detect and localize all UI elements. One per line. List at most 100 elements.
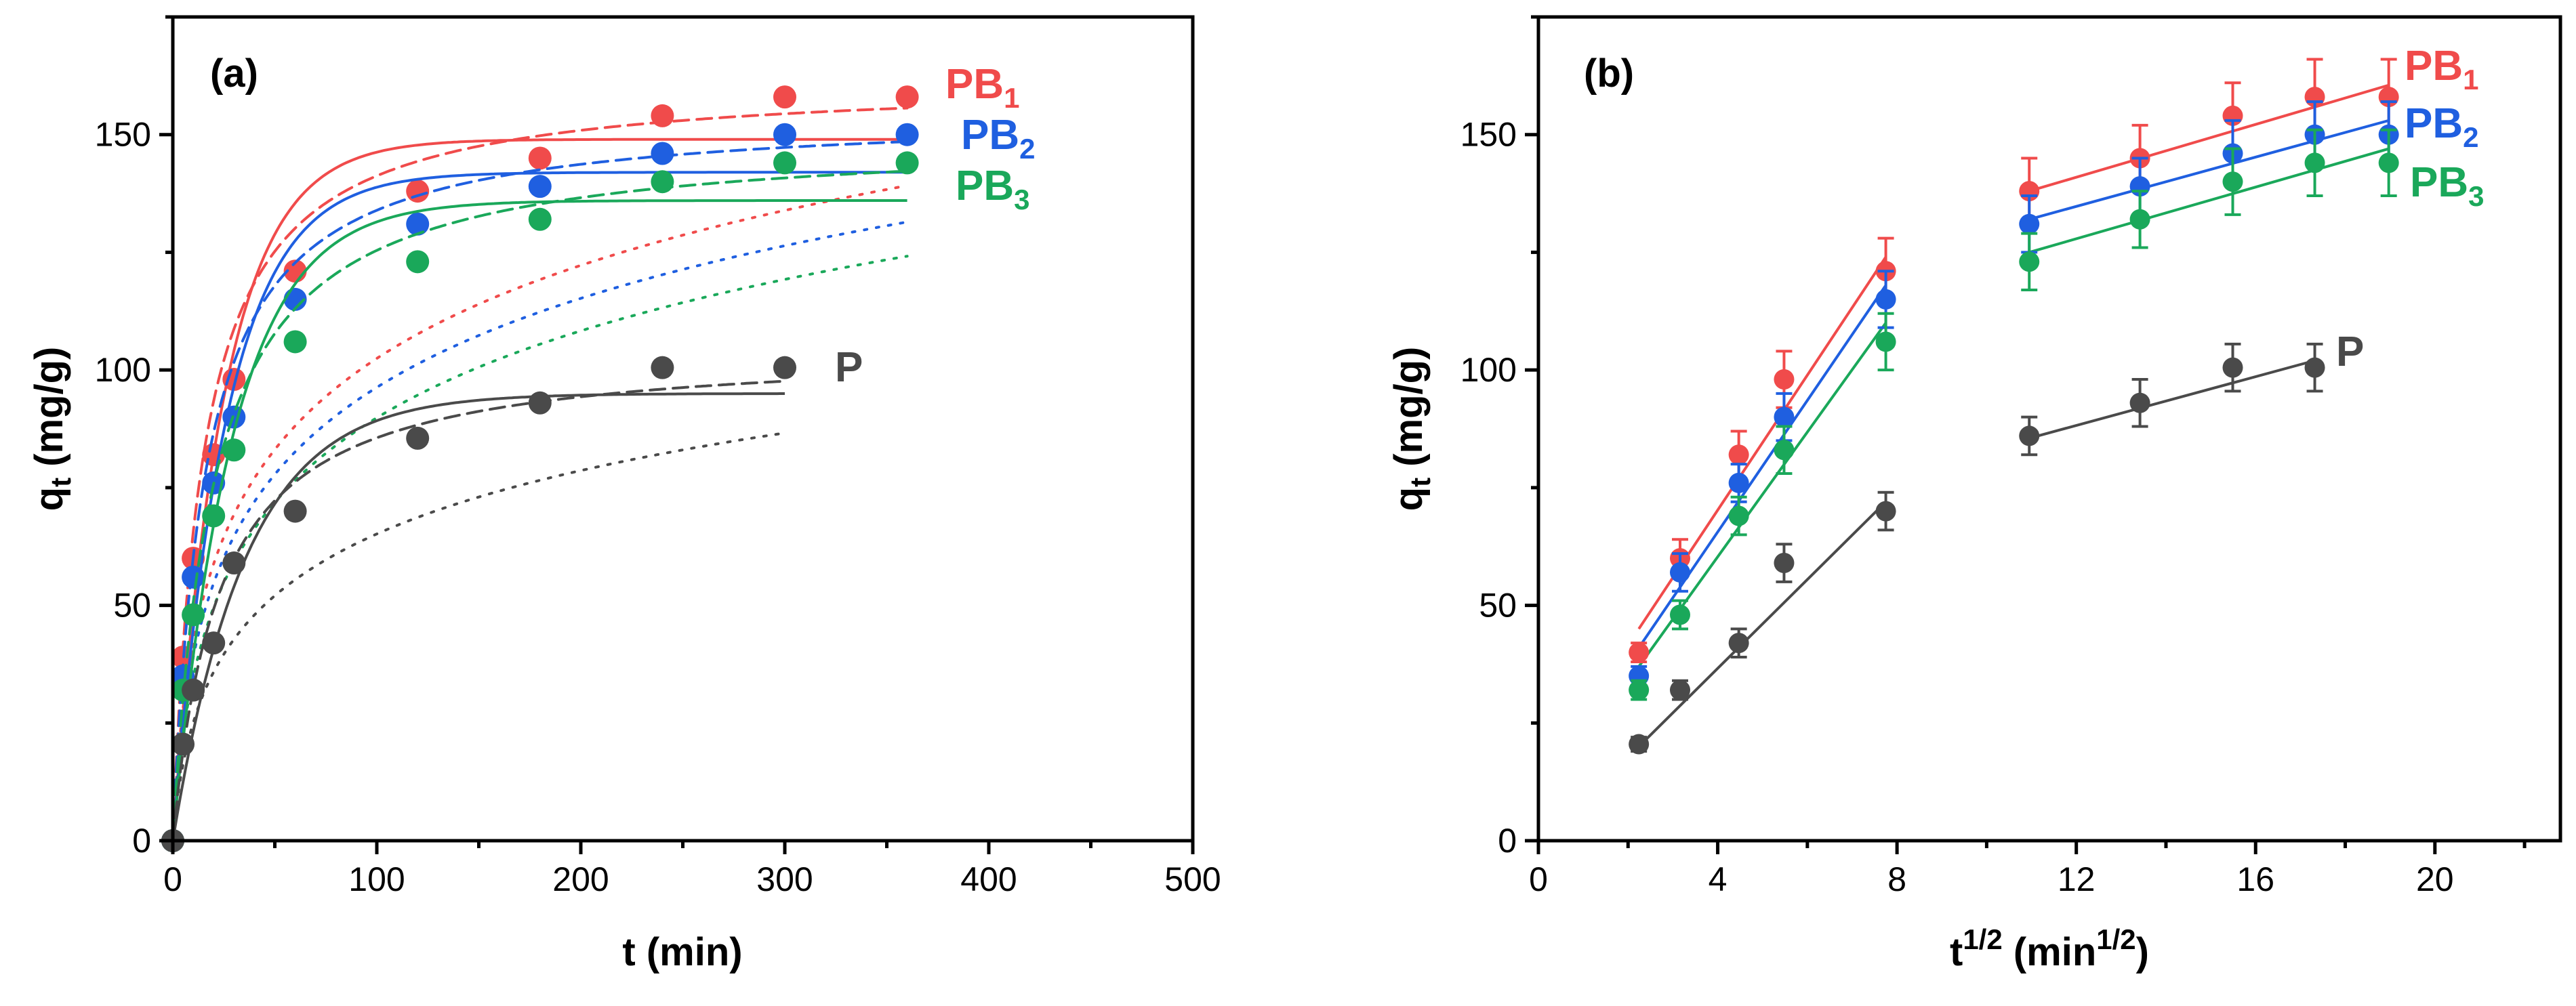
- data-point-pb3: [1774, 440, 1795, 461]
- data-point-pb1: [1629, 642, 1650, 663]
- data-point-p: [2304, 357, 2325, 378]
- panel-a-y-label-main: q: [27, 487, 71, 511]
- data-point-pb3: [895, 151, 919, 175]
- data-point-pb2: [182, 565, 205, 589]
- panel-b-x-label-rest: (min: [2003, 930, 2097, 974]
- panel-b-y-label-sub: t: [1404, 478, 1436, 487]
- panel-a-y-label-sub: t: [45, 478, 77, 487]
- data-point-pb1: [222, 368, 246, 392]
- data-point-pb2: [1875, 289, 1896, 310]
- panel-b-legend-pb3-sub: 3: [2468, 180, 2484, 212]
- data-point-p: [222, 551, 246, 575]
- fit-line-segment-1-p: [1637, 501, 1887, 748]
- panel-a-legend-pb3: PB3: [956, 163, 1030, 215]
- fit-line-elovich-p: [171, 432, 786, 842]
- x-tick-label: 200: [552, 860, 609, 898]
- panel-b-label: (b): [1584, 51, 1634, 96]
- panel-a-plot-area: [161, 85, 919, 852]
- panel-b-legend-pb3-main: PB: [2410, 159, 2468, 206]
- data-point-pb1: [651, 104, 674, 127]
- data-point-pb3: [773, 151, 796, 175]
- data-point-p: [528, 391, 552, 415]
- y-tick-label: 50: [113, 587, 151, 625]
- data-point-p: [283, 499, 307, 523]
- data-point-pb2: [773, 123, 796, 146]
- y-tick-label: 100: [1460, 351, 1517, 389]
- fit-line-segment-2-pb2: [2028, 119, 2390, 221]
- data-point-p: [406, 426, 430, 450]
- data-point-pb3: [651, 170, 674, 194]
- data-point-pb3: [2222, 171, 2243, 192]
- data-point-pb2: [1670, 562, 1691, 583]
- panel-b-plot-area: [1629, 58, 2399, 755]
- data-point-pb3: [406, 250, 430, 274]
- data-point-p: [1629, 734, 1650, 755]
- panel-a-axis-ticks: 0 100 200 300 400 500 0 50 100 150: [95, 15, 1221, 898]
- data-point-pb2: [406, 212, 430, 236]
- panel-b-legend-pb1-sub: 1: [2463, 64, 2478, 96]
- fit-line-elovich-pb2: [171, 220, 909, 842]
- data-point-pb1: [1774, 369, 1795, 390]
- fit-line-segment-2-pb1: [2028, 83, 2390, 193]
- data-point-pb3: [1728, 505, 1749, 526]
- y-tick-label: 150: [1460, 116, 1517, 154]
- panel-b-x-label-end: ): [2136, 930, 2149, 974]
- panel-b-legend-pb2: PB2: [2405, 100, 2479, 153]
- panel-a-legend-pb2-main: PB: [961, 112, 1019, 159]
- fit-line-elovich-pb3: [171, 255, 909, 842]
- x-tick-label: 400: [960, 860, 1017, 898]
- panel-a-y-axis-label: qt (mg/g): [27, 347, 77, 511]
- y-tick-label: 0: [132, 822, 151, 860]
- y-tick-label: 50: [1479, 587, 1517, 625]
- data-point-p: [2222, 357, 2243, 378]
- data-point-pb3: [2304, 152, 2325, 173]
- panel-a-legend-pb1-sub: 1: [1004, 82, 1019, 114]
- data-point-p: [2129, 392, 2150, 413]
- panel-a-legend-p: P: [835, 344, 863, 391]
- data-point-p: [171, 732, 195, 756]
- panel-b-legend-pb3: PB3: [2410, 159, 2485, 212]
- fit-line-segment-2-pb3: [2028, 147, 2390, 254]
- panel-b-legend-pb2-sub: 2: [2463, 121, 2478, 153]
- panel-b-legend-pb1-main: PB: [2405, 43, 2463, 89]
- x-tick-label: 100: [348, 860, 405, 898]
- x-tick-label: 16: [2236, 860, 2274, 898]
- panel-b-legend-pb1: PB1: [2405, 43, 2479, 96]
- panel-a-legend-pb2-sub: 2: [1019, 133, 1035, 165]
- panel-a-y-label-rest: (mg/g): [27, 347, 71, 478]
- data-point-pb3: [2019, 251, 2040, 272]
- panel-b-x-label-sup2: 1/2: [2096, 923, 2135, 955]
- x-tick-label: 500: [1164, 860, 1221, 898]
- data-point-pb1: [895, 85, 919, 109]
- panel-a: 0 100 200 300 400 500 0 50 100 150 (a) t (min) qt…: [27, 15, 1221, 974]
- panel-b-y-axis-label: qt (mg/g): [1387, 347, 1436, 511]
- data-point-pb3: [1670, 604, 1691, 625]
- data-point-p: [773, 356, 796, 379]
- panel-a-x-axis-label: t (min): [622, 930, 742, 974]
- fit-line-pfo-p: [171, 392, 785, 841]
- panel-b-x-axis-label: t1/2 (min1/2): [1950, 923, 2149, 974]
- data-point-pb2: [651, 142, 674, 165]
- panel-b-x-label-main: t: [1950, 930, 1963, 974]
- fit-line-pso-pb2: [171, 140, 909, 842]
- fit-line-segment-2-p: [2028, 359, 2316, 440]
- data-point-p: [651, 356, 674, 379]
- data-point-pb2: [2019, 213, 2040, 234]
- panel-a-legend-pb1: PB1: [945, 61, 1020, 114]
- panel-b-y-label-main: q: [1387, 487, 1431, 511]
- data-point-pb3: [2129, 209, 2150, 230]
- fit-line-pso-p: [171, 379, 786, 842]
- data-point-p: [2019, 425, 2040, 446]
- data-point-p: [1875, 501, 1896, 522]
- x-tick-label: 8: [1887, 860, 1906, 898]
- fit-line-elovich-pb1: [171, 184, 909, 842]
- fit-line-segment-1-pb2: [1637, 284, 1887, 649]
- data-point-pb1: [406, 180, 430, 203]
- panel-b-x-label-sup: 1/2: [1963, 923, 2002, 955]
- x-tick-label: 300: [756, 860, 813, 898]
- y-tick-label: 100: [95, 351, 151, 389]
- data-point-pb2: [528, 175, 552, 198]
